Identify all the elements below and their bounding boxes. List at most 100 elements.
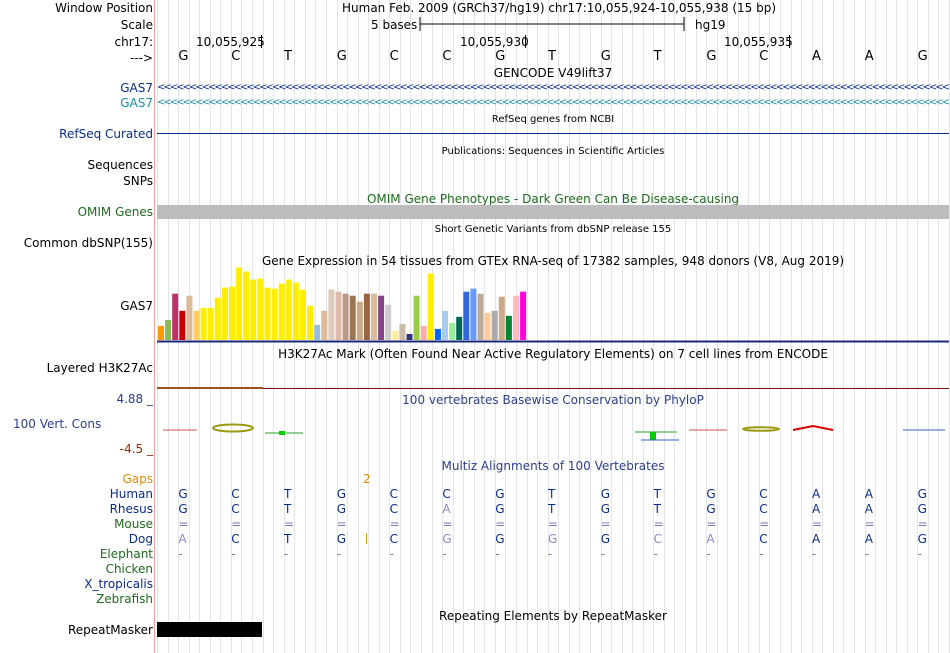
gtex-bar[interactable] bbox=[214, 297, 221, 340]
species-label-chicken[interactable]: Chicken bbox=[105, 562, 153, 576]
gtex-bar[interactable] bbox=[229, 286, 235, 340]
gtex-bar[interactable] bbox=[484, 312, 491, 340]
gtex-bar[interactable] bbox=[349, 295, 356, 340]
gtex-bar[interactable] bbox=[342, 293, 349, 340]
gtex-bar[interactable] bbox=[470, 288, 477, 340]
alignment-base: = bbox=[653, 517, 664, 531]
gtex-bar[interactable] bbox=[307, 305, 314, 340]
species-label-elephant[interactable]: Elephant bbox=[99, 547, 153, 561]
alignment-base: G bbox=[495, 487, 505, 501]
gtex-bar[interactable] bbox=[257, 278, 264, 340]
grid-line bbox=[706, 0, 708, 653]
gtex-bar[interactable] bbox=[250, 279, 257, 340]
gtex-bar-chart[interactable] bbox=[157, 266, 949, 344]
gtex-bar[interactable] bbox=[264, 287, 271, 340]
gtex-bar[interactable] bbox=[243, 271, 250, 341]
gencode-transcript-1[interactable]: <<<<<<<<<<<<<<<<<<<<<<<<<<<<<<<<<<<<<<<<… bbox=[157, 83, 949, 93]
grid-line bbox=[885, 0, 887, 653]
gtex-bar[interactable] bbox=[477, 293, 484, 340]
omim-feature-bar[interactable] bbox=[157, 205, 949, 219]
repeatmasker-label[interactable]: RepeatMasker bbox=[67, 623, 153, 637]
species-label-zebrafish[interactable]: Zebrafish bbox=[96, 592, 153, 606]
h3k27ac-label[interactable]: Layered H3K27Ac bbox=[46, 361, 153, 375]
phylop-track-title: 100 vertebrates Basewise Conservation by… bbox=[402, 393, 704, 407]
gtex-bar[interactable] bbox=[335, 291, 342, 340]
gtex-bar[interactable] bbox=[328, 289, 335, 340]
gtex-bar[interactable] bbox=[399, 323, 406, 340]
gtex-bar[interactable] bbox=[278, 283, 285, 340]
alignment-base: G bbox=[178, 487, 188, 501]
gtex-bar[interactable] bbox=[520, 291, 527, 340]
gtex-bar[interactable] bbox=[442, 310, 448, 340]
dog-insertion-marker bbox=[366, 533, 367, 544]
grid-line bbox=[727, 0, 729, 653]
gtex-bar[interactable] bbox=[371, 293, 377, 340]
omim-track-title: OMIM Gene Phenotypes - Dark Green Can Be… bbox=[366, 192, 740, 206]
gtex-bar[interactable] bbox=[292, 282, 299, 340]
gtex-bar[interactable] bbox=[434, 328, 441, 340]
repeatmasker-element[interactable] bbox=[157, 622, 262, 637]
gtex-bar[interactable] bbox=[193, 310, 200, 340]
h3k27ac-signal-line bbox=[157, 388, 949, 389]
gencode-gene-label-1[interactable]: GAS7 bbox=[120, 81, 153, 95]
gtex-bar[interactable] bbox=[498, 296, 505, 340]
species-label-mouse[interactable]: Mouse bbox=[114, 517, 153, 531]
alignment-base: T bbox=[653, 502, 661, 516]
gtex-bar[interactable] bbox=[300, 289, 306, 340]
gtex-bar[interactable] bbox=[356, 301, 363, 340]
gencode-transcript-2[interactable]: <<<<<<<<<<<<<<<<<<<<<<<<<<<<<<<<<<<<<<<<… bbox=[157, 98, 949, 108]
gtex-bar[interactable] bbox=[314, 324, 321, 340]
gtex-bar[interactable] bbox=[413, 295, 420, 340]
gtex-bar[interactable] bbox=[378, 295, 385, 340]
gtex-bar[interactable] bbox=[158, 325, 164, 340]
gtex-bar[interactable] bbox=[513, 295, 519, 340]
gtex-bar[interactable] bbox=[363, 293, 370, 340]
phylop-signal[interactable] bbox=[157, 418, 949, 448]
gtex-bar[interactable] bbox=[221, 287, 228, 340]
dbsnp-label[interactable]: Common dbSNP(155) bbox=[23, 236, 153, 250]
gtex-bar[interactable] bbox=[179, 310, 186, 340]
publications-sequences-label[interactable]: Sequences bbox=[87, 158, 153, 172]
gtex-bar[interactable] bbox=[427, 273, 434, 341]
grid-line bbox=[790, 0, 792, 653]
gtex-bar[interactable] bbox=[172, 293, 179, 340]
position-tick-3: 10,055,935 bbox=[724, 35, 793, 49]
multiz-gap-count: 2 bbox=[363, 472, 371, 486]
reference-base: C bbox=[389, 49, 399, 64]
gtex-bar[interactable] bbox=[236, 267, 243, 341]
gtex-gene-label[interactable]: GAS7 bbox=[120, 299, 153, 313]
gtex-bar[interactable] bbox=[385, 304, 392, 340]
gtex-bar[interactable] bbox=[491, 310, 498, 340]
species-label-human[interactable]: Human bbox=[109, 487, 153, 501]
refseq-curated-label[interactable]: RefSeq Curated bbox=[59, 127, 153, 141]
alignment-base: - bbox=[389, 547, 394, 561]
alignment-base: = bbox=[495, 517, 506, 531]
gtex-bar[interactable] bbox=[420, 325, 427, 340]
alignment-base: C bbox=[389, 502, 398, 516]
gtex-bar[interactable] bbox=[463, 291, 470, 340]
grid-line bbox=[864, 0, 866, 653]
gtex-bar[interactable] bbox=[456, 316, 463, 340]
gtex-bar[interactable] bbox=[271, 288, 278, 340]
species-label-rhesus[interactable]: Rhesus bbox=[109, 502, 153, 516]
alignment-base: = bbox=[864, 517, 875, 531]
gtex-bar[interactable] bbox=[406, 334, 413, 340]
gtex-bar[interactable] bbox=[200, 307, 207, 340]
gtex-bar[interactable] bbox=[321, 310, 328, 340]
phylop-label[interactable]: 100 Vert. Cons bbox=[13, 417, 102, 431]
gtex-bar[interactable] bbox=[449, 322, 456, 340]
species-label-x_tropicalis[interactable]: X_tropicalis bbox=[84, 577, 153, 591]
gtex-bar[interactable] bbox=[505, 315, 512, 340]
gencode-gene-label-2[interactable]: GAS7 bbox=[120, 96, 153, 110]
gtex-bar[interactable] bbox=[285, 279, 292, 340]
gtex-bar[interactable] bbox=[165, 319, 172, 340]
publications-snps-label[interactable]: SNPs bbox=[123, 174, 153, 188]
dbsnp-track-title: Short Genetic Variants from dbSNP releas… bbox=[434, 224, 672, 235]
species-label-dog[interactable]: Dog bbox=[128, 532, 153, 546]
omim-genes-label[interactable]: OMIM Genes bbox=[77, 205, 153, 219]
refseq-gene-line[interactable] bbox=[157, 133, 949, 134]
gtex-bar[interactable] bbox=[207, 307, 214, 340]
gtex-bar[interactable] bbox=[392, 330, 399, 340]
gtex-bar[interactable] bbox=[186, 295, 193, 340]
alignment-base: - bbox=[231, 547, 236, 561]
